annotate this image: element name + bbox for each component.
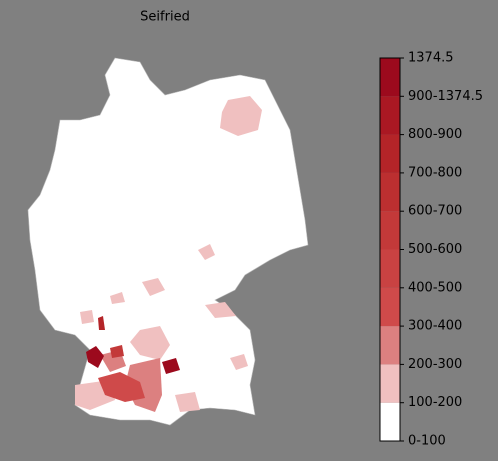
region [98, 316, 105, 330]
colorbar-segment [380, 172, 400, 212]
colorbar-segment [380, 211, 400, 250]
colorbar-segment [380, 364, 400, 403]
colorbar-frame [379, 57, 401, 442]
colorbar-label: 300-400 [408, 319, 462, 334]
region [86, 346, 104, 368]
colorbar-label: 800-900 [408, 127, 462, 142]
colorbar-label: 100-200 [408, 395, 462, 410]
colorbar-label: 500-600 [408, 242, 462, 257]
colorbar-label: 700-800 [408, 165, 462, 180]
colorbar-segment [380, 287, 400, 327]
colorbar-segment [380, 134, 400, 173]
colorbar-label: 400-500 [408, 280, 462, 295]
region [198, 244, 215, 260]
colorbar-label: 600-700 [408, 204, 462, 219]
region [80, 310, 94, 324]
region [205, 302, 236, 318]
colorbar-label: 200-300 [408, 357, 462, 372]
region [175, 392, 200, 412]
map-title: Seifried [140, 10, 190, 25]
country-outline [27, 57, 309, 426]
colorbar-label: 900-1374.5 [408, 89, 483, 104]
region [162, 358, 180, 374]
region [110, 292, 125, 304]
region [130, 326, 170, 360]
colorbar-label: 0-100 [408, 434, 446, 449]
region [98, 372, 145, 402]
germany-map [27, 57, 309, 426]
colorbar-segment [380, 326, 400, 365]
colorbar: 0-100 100-200 200-300 300-400 400-500 500-600… [379, 51, 483, 449]
colorbar-segment [380, 58, 400, 97]
region [110, 345, 124, 358]
region [142, 278, 165, 296]
region [220, 96, 262, 136]
colorbar-segment [380, 402, 400, 441]
colorbar-label: 1374.5 [408, 51, 454, 66]
colorbar-segment [380, 96, 400, 135]
colorbar-segment [380, 249, 400, 288]
region [230, 354, 248, 370]
